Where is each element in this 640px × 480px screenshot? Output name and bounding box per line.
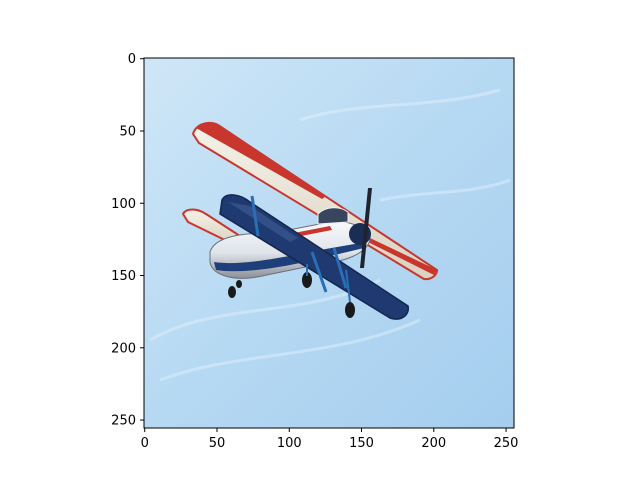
- x-axis: 0 50 100 150 200 250: [141, 428, 519, 451]
- upper-wing-red-edge-right: [366, 238, 437, 275]
- y-tick-label: 150: [111, 269, 136, 284]
- biplane-photo-icon: [181, 121, 439, 320]
- lower-wing-highlight: [228, 202, 298, 242]
- x-tick-label: 100: [277, 436, 302, 451]
- axes-frame: [143, 57, 515, 429]
- y-tick-label: 250: [111, 414, 136, 429]
- wing-struts: [250, 195, 348, 293]
- gear-struts: [306, 264, 351, 303]
- y-tick-label: 100: [111, 197, 136, 212]
- x-tick-label: 50: [209, 436, 226, 451]
- x-tick-label: 0: [141, 436, 149, 451]
- landing-gear: [228, 272, 355, 318]
- y-tick-label: 0: [128, 52, 136, 67]
- y-tick-label: 200: [111, 341, 136, 356]
- image-area: [144, 58, 514, 428]
- x-tick-label: 250: [494, 436, 519, 451]
- cockpit-windows: [317, 207, 349, 225]
- upper-wing-red-edge: [196, 122, 326, 199]
- y-tick-label: 50: [119, 124, 136, 139]
- y-axis: 0 50 100 150 200 250: [111, 52, 144, 429]
- x-tick-label: 200: [421, 436, 446, 451]
- propeller: [360, 188, 372, 268]
- x-tick-label: 150: [349, 436, 374, 451]
